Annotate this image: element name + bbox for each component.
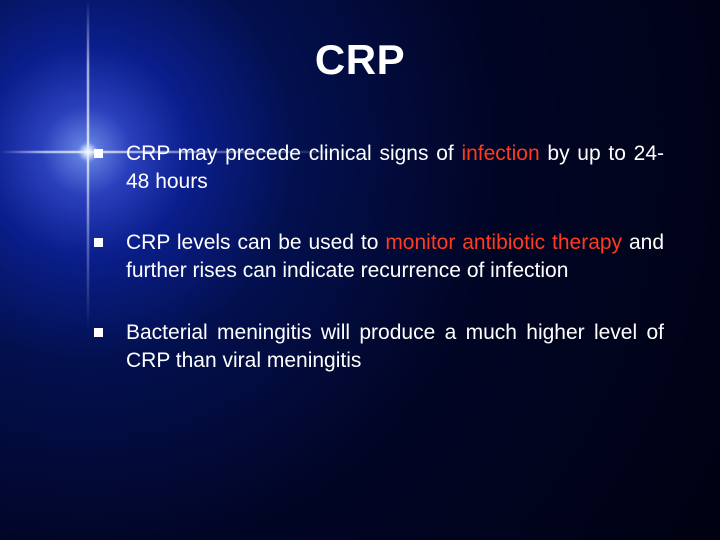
body-text: CRP levels can be used to xyxy=(126,231,385,254)
slide-title: CRP xyxy=(56,36,664,84)
highlight-text: monitor antibiotic therapy xyxy=(385,231,622,254)
bullet-item: CRP may precede clinical signs of infect… xyxy=(94,140,664,195)
body-text: CRP may precede clinical signs of xyxy=(126,142,461,165)
body-text: Bacterial meningitis will produce a much… xyxy=(126,321,664,372)
slide-container: CRP CRP may precede clinical signs of in… xyxy=(0,0,720,540)
bullet-item: Bacterial meningitis will produce a much… xyxy=(94,319,664,374)
bullet-item: CRP levels can be used to monitor antibi… xyxy=(94,229,664,284)
highlight-text: infection xyxy=(461,142,539,165)
bullet-list: CRP may precede clinical signs of infect… xyxy=(56,140,664,374)
